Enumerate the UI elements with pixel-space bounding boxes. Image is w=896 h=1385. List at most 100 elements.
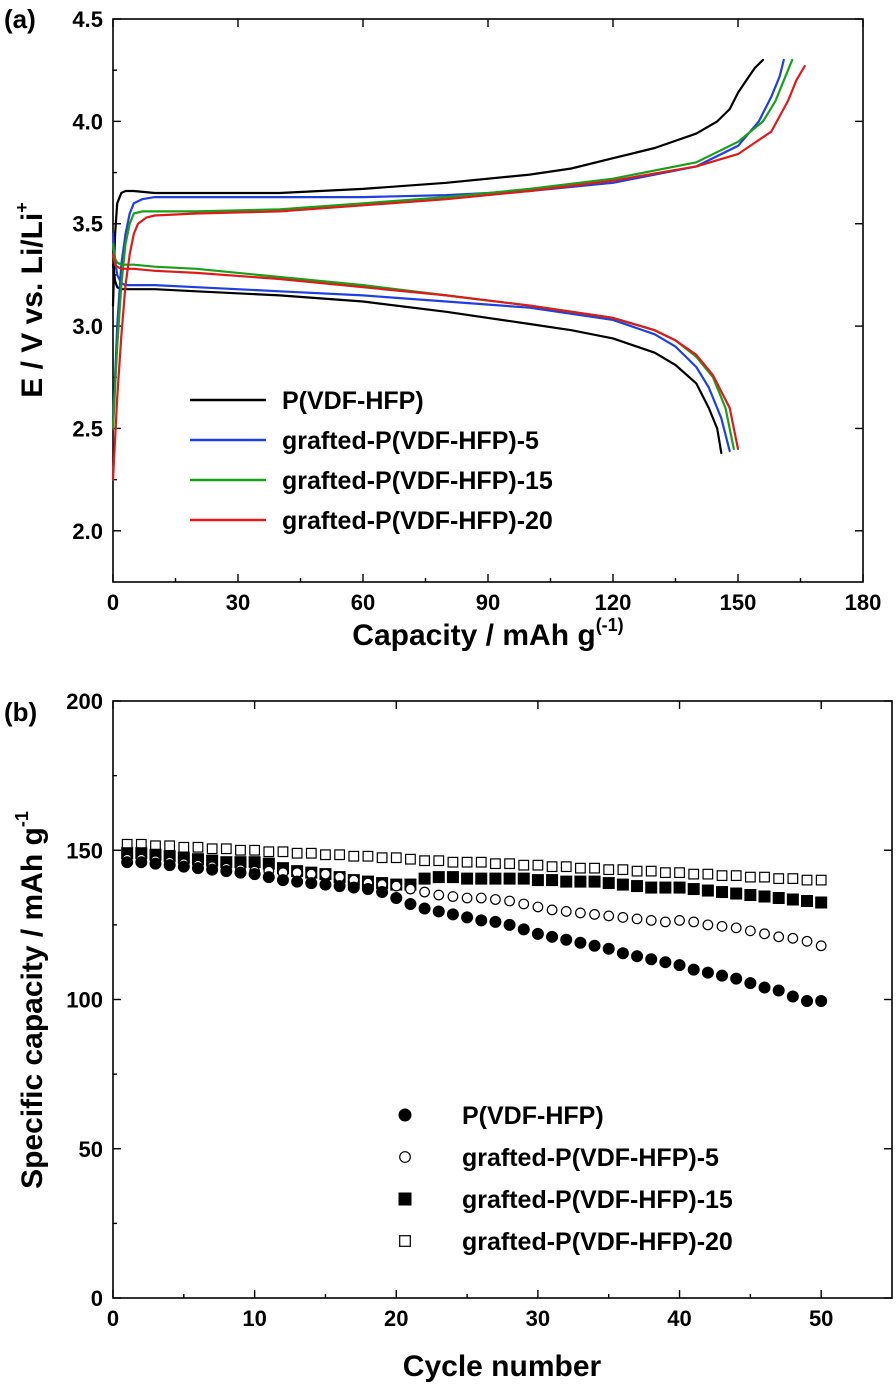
data-point-grafted-p-vdf-hfp-15 — [659, 881, 672, 894]
data-point-grafted-p-vdf-hfp-5 — [490, 894, 501, 905]
data-point-grafted-p-vdf-hfp-5 — [730, 922, 742, 934]
data-point-grafted-p-vdf-hfp-20 — [220, 843, 232, 855]
data-point-grafted-p-vdf-hfp-15 — [716, 886, 729, 899]
data-point-grafted-p-vdf-hfp-15 — [687, 883, 700, 896]
panel-b-x-tick-label: 50 — [809, 1306, 833, 1331]
data-point-grafted-p-vdf-hfp-20 — [348, 850, 360, 862]
data-point-p-vdf-hfp — [177, 860, 190, 873]
data-point-p-vdf-hfp — [744, 977, 757, 990]
series-line-grafted-p-vdf-hfp-5-discharge — [111, 232, 731, 453]
panel-a-y-axis-title: E / V vs. Li/Li+ — [12, 202, 49, 398]
legend-marker-p-vdf-hfp — [398, 1108, 412, 1122]
panel-b-x-tick-label: 20 — [384, 1306, 408, 1331]
data-point-grafted-p-vdf-hfp-20 — [475, 856, 487, 868]
data-point-grafted-p-vdf-hfp-20 — [589, 862, 600, 874]
data-point-grafted-p-vdf-hfp-5 — [518, 898, 530, 910]
data-point-p-vdf-hfp — [461, 911, 474, 924]
data-point-grafted-p-vdf-hfp-5 — [475, 892, 487, 904]
data-point-grafted-p-vdf-hfp-20 — [631, 865, 643, 877]
series-line-grafted-p-vdf-hfp-15-discharge — [111, 243, 735, 450]
data-point-grafted-p-vdf-hfp-20 — [291, 847, 303, 859]
data-point-p-vdf-hfp — [815, 994, 828, 1007]
data-point-grafted-p-vdf-hfp-15 — [531, 874, 544, 887]
data-point-grafted-p-vdf-hfp-15 — [446, 871, 459, 884]
data-point-grafted-p-vdf-hfp-20 — [178, 841, 190, 853]
data-point-grafted-p-vdf-hfp-15 — [546, 874, 559, 887]
data-point-grafted-p-vdf-hfp-5 — [815, 940, 827, 952]
data-point-grafted-p-vdf-hfp-15 — [560, 875, 573, 888]
data-point-grafted-p-vdf-hfp-5 — [532, 901, 544, 913]
series-line-grafted-p-vdf-hfp-20-charge — [111, 64, 806, 481]
panel-b: (b) 0 10 20 30 40 50 0 50 100 150 200 Cycle number… — [4, 689, 893, 1383]
data-point-grafted-p-vdf-hfp-15 — [772, 892, 785, 905]
panel-b-y-tick-label: 50 — [79, 1137, 103, 1162]
data-point-p-vdf-hfp — [446, 908, 459, 921]
panel-b-y-axis-title-sup: -1 — [12, 811, 32, 827]
data-point-p-vdf-hfp — [404, 897, 417, 910]
legend-label-grafted-p-vdf-hfp-5: grafted-P(VDF-HFP)-5 — [462, 1144, 719, 1172]
data-point-p-vdf-hfp — [121, 856, 134, 869]
data-point-p-vdf-hfp — [659, 956, 672, 969]
data-point-p-vdf-hfp — [333, 880, 346, 893]
data-point-grafted-p-vdf-hfp-15 — [489, 872, 502, 885]
data-point-p-vdf-hfp — [248, 868, 261, 881]
series-line-grafted-p-vdf-hfp-15-charge — [111, 58, 794, 430]
data-point-grafted-p-vdf-hfp-20 — [405, 853, 416, 865]
data-point-p-vdf-hfp — [772, 984, 785, 997]
data-point-p-vdf-hfp — [418, 902, 431, 915]
panel-b-series — [121, 838, 828, 1007]
data-point-grafted-p-vdf-hfp-20 — [277, 846, 289, 858]
panel-b-x-tick-label: 10 — [242, 1306, 266, 1331]
series-line-grafted-p-vdf-hfp-5-charge — [111, 58, 785, 420]
data-point-p-vdf-hfp — [319, 878, 332, 891]
data-point-grafted-p-vdf-hfp-15 — [786, 893, 799, 906]
data-point-grafted-p-vdf-hfp-20 — [801, 874, 813, 886]
data-point-grafted-p-vdf-hfp-20 — [603, 864, 615, 876]
data-point-grafted-p-vdf-hfp-20 — [164, 840, 176, 852]
panel-b-y-tick-label: 100 — [66, 988, 103, 1013]
data-point-grafted-p-vdf-hfp-20 — [433, 855, 445, 867]
data-point-grafted-p-vdf-hfp-20 — [192, 841, 204, 853]
data-point-grafted-p-vdf-hfp-5 — [617, 912, 629, 923]
data-point-p-vdf-hfp — [475, 914, 488, 927]
data-point-grafted-p-vdf-hfp-15 — [461, 872, 474, 885]
data-point-p-vdf-hfp — [163, 859, 176, 872]
data-point-grafted-p-vdf-hfp-5 — [433, 889, 445, 901]
data-point-p-vdf-hfp — [560, 933, 573, 946]
data-point-p-vdf-hfp — [687, 963, 700, 976]
panel-a-x-axis-title-main: Capacity / mAh g — [352, 619, 595, 652]
data-point-p-vdf-hfp — [631, 950, 644, 963]
data-point-p-vdf-hfp — [546, 930, 559, 943]
data-point-grafted-p-vdf-hfp-20 — [730, 870, 742, 882]
data-point-p-vdf-hfp — [291, 875, 304, 888]
data-point-grafted-p-vdf-hfp-15 — [503, 872, 516, 885]
data-point-grafted-p-vdf-hfp-20 — [574, 862, 586, 874]
data-point-grafted-p-vdf-hfp-5 — [461, 892, 473, 904]
panel-b-x-axis-title: Cycle number — [403, 1350, 602, 1383]
panel-a-x-tick-label: 60 — [351, 590, 375, 615]
data-point-grafted-p-vdf-hfp-5 — [759, 928, 770, 940]
legend-marker-grafted-p-vdf-hfp-15 — [398, 1192, 412, 1206]
data-point-p-vdf-hfp — [588, 939, 601, 952]
data-point-grafted-p-vdf-hfp-5 — [645, 914, 657, 926]
data-point-p-vdf-hfp — [191, 862, 204, 875]
data-point-grafted-p-vdf-hfp-15 — [602, 877, 615, 890]
data-point-grafted-p-vdf-hfp-20 — [815, 874, 827, 886]
data-point-grafted-p-vdf-hfp-15 — [645, 881, 658, 894]
series-line-grafted-p-vdf-hfp-20-discharge — [111, 253, 740, 450]
data-point-grafted-p-vdf-hfp-5 — [801, 935, 813, 947]
data-point-grafted-p-vdf-hfp-5 — [447, 891, 459, 902]
panel-a-y-tick-label: 3.0 — [72, 314, 103, 339]
data-point-p-vdf-hfp — [602, 942, 615, 955]
data-point-grafted-p-vdf-hfp-20 — [461, 856, 473, 868]
data-point-grafted-p-vdf-hfp-15 — [673, 881, 686, 894]
data-point-grafted-p-vdf-hfp-5 — [688, 916, 700, 928]
data-point-p-vdf-hfp — [234, 866, 247, 879]
data-point-grafted-p-vdf-hfp-20 — [617, 864, 629, 876]
panel-a-ticks: 0 30 60 90 120 150 180 2.0 2.5 3.0 3.5 4.0 4.5 — [72, 7, 881, 615]
data-point-p-vdf-hfp — [503, 918, 516, 931]
panel-a-y-tick-label: 3.5 — [72, 212, 103, 237]
data-point-grafted-p-vdf-hfp-5 — [773, 931, 785, 943]
data-point-grafted-p-vdf-hfp-15 — [517, 872, 530, 885]
data-point-grafted-p-vdf-hfp-15 — [432, 871, 445, 884]
